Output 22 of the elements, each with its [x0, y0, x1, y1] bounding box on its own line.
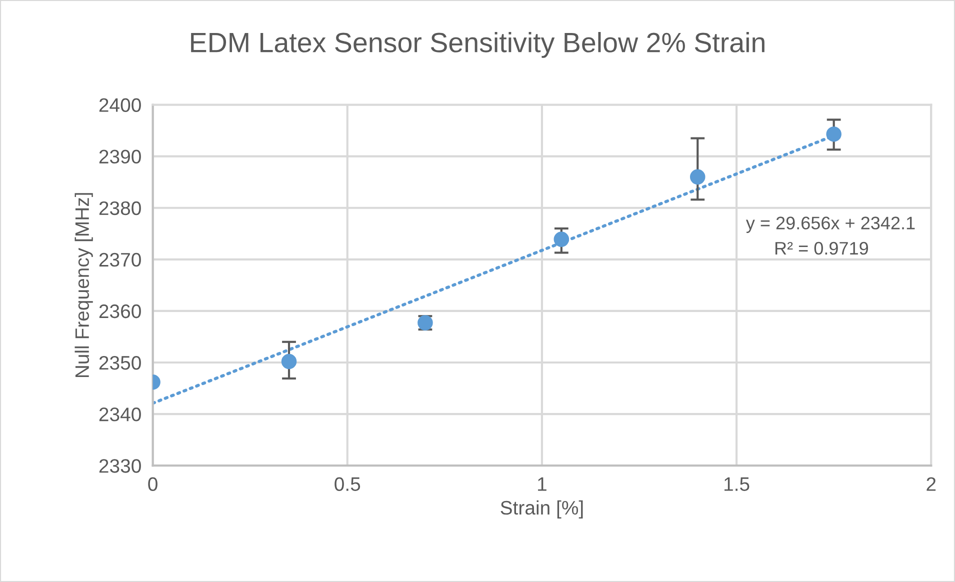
x-tick-label: 1: [538, 477, 546, 491]
point: [690, 169, 706, 185]
y-tick-label: 2360: [99, 304, 141, 318]
y-tick-label: 2330: [99, 459, 141, 473]
point: [281, 354, 297, 370]
x-tick-label: 1.5: [724, 477, 750, 491]
x-axis-title: Strain [%]: [500, 500, 583, 519]
y-tick-label: 2400: [99, 98, 141, 112]
y-tick-label: 2390: [99, 150, 141, 164]
y-tick-label: 2380: [99, 201, 141, 216]
y-axis-title: Null Frequency [MHz]: [74, 193, 93, 378]
point: [554, 232, 570, 247]
x-tick-label: 0: [148, 477, 158, 491]
point: [826, 126, 842, 142]
y-tick-label: 2340: [99, 408, 141, 422]
y-tick-label: 2350: [99, 356, 141, 370]
chart-title: EDM Latex Sensor Sensitivity Below 2% Strain: [191, 32, 764, 58]
annotation: R² = 0.9719: [775, 242, 868, 255]
annotation: y = 29.656x + 2342.1: [746, 216, 915, 233]
x-tick-label: 2: [926, 477, 936, 491]
y-tick-label: 2370: [99, 252, 141, 267]
x-tick-label: 0.5: [334, 477, 360, 491]
